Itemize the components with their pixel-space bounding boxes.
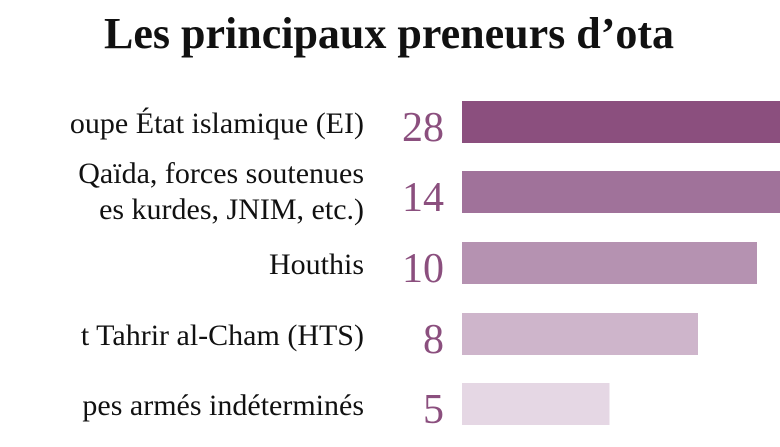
bar-1 xyxy=(462,171,780,213)
bar-2 xyxy=(462,242,757,284)
value-label-4: 5 xyxy=(423,387,444,433)
bar-4 xyxy=(462,383,610,425)
category-label-1-line-0: Qaïda, forces soutenues xyxy=(78,157,364,190)
category-labels: oupe État islamique (EI) Qaïda, forces so… xyxy=(70,107,364,422)
bars xyxy=(462,101,780,425)
category-label-2: Houthis xyxy=(269,248,364,281)
value-label-2: 10 xyxy=(402,246,444,292)
value-label-1: 14 xyxy=(402,175,444,221)
chart-title: Les principaux preneurs d’ota xyxy=(104,9,675,58)
bar-0 xyxy=(462,101,780,143)
category-label-3: t Tahrir al-Cham (HTS) xyxy=(81,319,364,352)
category-label-0: oupe État islamique (EI) xyxy=(70,107,364,140)
category-label-1-line-1: es kurdes, JNIM, etc.) xyxy=(99,193,364,226)
value-label-0: 28 xyxy=(402,105,444,151)
value-labels: 28 14 10 8 5 xyxy=(402,105,444,433)
bar-3 xyxy=(462,313,698,355)
value-label-3: 8 xyxy=(423,317,444,363)
category-label-4: pes armés indéterminés xyxy=(82,389,364,422)
